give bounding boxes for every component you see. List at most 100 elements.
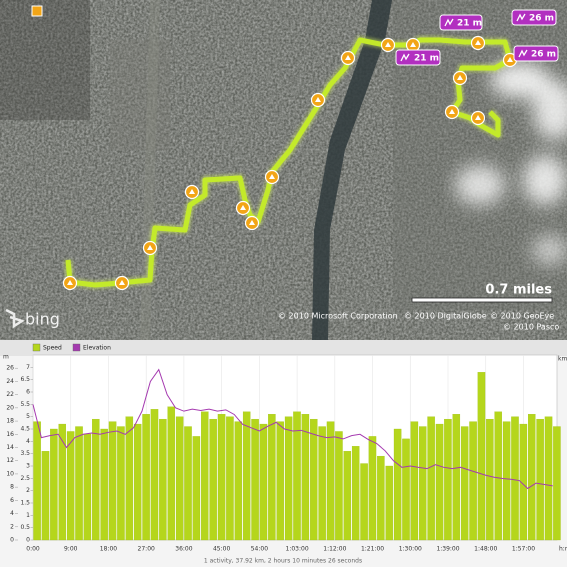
bar[interactable] bbox=[326, 421, 335, 541]
bar[interactable] bbox=[226, 416, 234, 541]
bar[interactable] bbox=[368, 436, 377, 541]
marker-arrow bbox=[475, 40, 481, 45]
x-tick-label: 18:00 bbox=[100, 546, 117, 553]
bar[interactable] bbox=[544, 416, 553, 541]
y2-tick-label: 3 bbox=[26, 463, 30, 470]
river bbox=[312, 0, 392, 340]
map-marker[interactable] bbox=[31, 5, 43, 17]
y-tick-label: 4 bbox=[10, 510, 14, 517]
attribution: © 2010 Microsoft Corporation bbox=[278, 312, 398, 321]
y-axis-label: m bbox=[3, 354, 9, 361]
bar[interactable] bbox=[419, 426, 427, 541]
bar[interactable] bbox=[234, 421, 243, 541]
marker-arrow bbox=[449, 109, 455, 114]
bar[interactable] bbox=[268, 414, 276, 541]
attribution: © 2010 Pasco bbox=[503, 323, 559, 332]
marker-arrow bbox=[189, 189, 195, 194]
bar[interactable] bbox=[33, 421, 41, 541]
bar[interactable] bbox=[201, 411, 209, 541]
bar[interactable] bbox=[385, 465, 393, 541]
bar[interactable] bbox=[92, 418, 100, 541]
bar[interactable] bbox=[511, 416, 519, 541]
y-tick-label: 24 bbox=[6, 378, 14, 385]
bar[interactable] bbox=[343, 451, 352, 541]
x-tick-label: 9:00 bbox=[64, 546, 78, 553]
scale-label: 0.7 miles bbox=[485, 283, 552, 298]
bar[interactable] bbox=[175, 416, 184, 541]
bar[interactable] bbox=[242, 411, 251, 541]
bar[interactable] bbox=[410, 421, 419, 541]
bar[interactable] bbox=[318, 426, 326, 541]
bar[interactable] bbox=[251, 418, 259, 541]
y2-tick-label: 3.5 bbox=[20, 450, 30, 457]
bar[interactable] bbox=[452, 414, 461, 541]
bar[interactable] bbox=[427, 416, 435, 541]
badge[interactable]: 21 m bbox=[395, 49, 441, 66]
bar[interactable] bbox=[435, 423, 444, 541]
chart: Speed Elevation 0:00 9:00 18:00 27:00 36:00 45:… bbox=[0, 340, 567, 567]
bar[interactable] bbox=[100, 428, 108, 541]
bar[interactable] bbox=[284, 416, 293, 541]
bar[interactable] bbox=[58, 423, 67, 541]
map[interactable]: 21 m 21 m 26 m 26 m 0.7 miles © 2010 Mic… bbox=[0, 0, 567, 340]
x-axis-label: h:m bbox=[559, 546, 567, 553]
bar[interactable] bbox=[519, 423, 528, 541]
bar[interactable] bbox=[393, 428, 402, 541]
bar[interactable] bbox=[150, 409, 159, 541]
marker-arrow bbox=[385, 42, 391, 47]
bar[interactable] bbox=[460, 426, 469, 541]
bar[interactable] bbox=[351, 446, 360, 541]
bar[interactable] bbox=[377, 455, 385, 541]
bar[interactable] bbox=[553, 426, 561, 541]
bing-icon bbox=[5, 308, 25, 329]
bar[interactable] bbox=[209, 418, 217, 541]
bar[interactable] bbox=[125, 416, 134, 541]
bar[interactable] bbox=[259, 423, 268, 541]
bar[interactable] bbox=[108, 421, 117, 541]
marker-arrow bbox=[119, 280, 125, 285]
bar[interactable] bbox=[310, 418, 318, 541]
bar[interactable] bbox=[192, 436, 201, 541]
bar[interactable] bbox=[486, 418, 494, 541]
bar[interactable] bbox=[469, 421, 477, 541]
legend-swatch bbox=[32, 343, 41, 352]
bar[interactable] bbox=[528, 414, 536, 541]
y-tick-label: 20 bbox=[6, 404, 14, 411]
route[interactable] bbox=[65, 37, 513, 288]
bar[interactable] bbox=[502, 421, 511, 541]
bar[interactable] bbox=[75, 426, 83, 541]
bar[interactable] bbox=[536, 418, 544, 541]
bar[interactable] bbox=[117, 426, 125, 541]
x-tick-label: 1:57:00 bbox=[512, 546, 535, 553]
bar[interactable] bbox=[494, 411, 502, 541]
clouds bbox=[455, 62, 567, 265]
bar[interactable] bbox=[167, 406, 175, 541]
legend-label[interactable]: Elevation bbox=[83, 345, 111, 352]
bar[interactable] bbox=[477, 372, 486, 541]
bar[interactable] bbox=[301, 414, 310, 541]
marker-arrow bbox=[345, 55, 351, 60]
bar[interactable] bbox=[293, 411, 301, 541]
bar[interactable] bbox=[83, 433, 92, 541]
bar[interactable] bbox=[66, 431, 75, 541]
badge[interactable]: 26 m bbox=[511, 9, 557, 26]
bar[interactable] bbox=[444, 418, 452, 541]
route-markers bbox=[62, 35, 518, 291]
badge-label: 26 m bbox=[529, 14, 554, 24]
legend-label[interactable]: Speed bbox=[43, 345, 62, 352]
bar[interactable] bbox=[184, 426, 192, 541]
bar[interactable] bbox=[217, 414, 226, 541]
bar[interactable] bbox=[276, 421, 284, 541]
badge[interactable]: 26 m bbox=[513, 45, 559, 62]
bar[interactable] bbox=[133, 423, 142, 541]
bar[interactable] bbox=[50, 428, 58, 541]
bar[interactable] bbox=[335, 431, 343, 541]
bar[interactable] bbox=[159, 418, 167, 541]
bar[interactable] bbox=[360, 463, 368, 541]
bar[interactable] bbox=[402, 438, 410, 541]
bar[interactable] bbox=[142, 414, 150, 541]
y2-tick-label: 6.5 bbox=[20, 376, 30, 383]
badge[interactable]: 21 m bbox=[439, 14, 483, 31]
bar[interactable] bbox=[41, 451, 50, 541]
attribution: © 2010 GeoEye bbox=[490, 312, 554, 321]
